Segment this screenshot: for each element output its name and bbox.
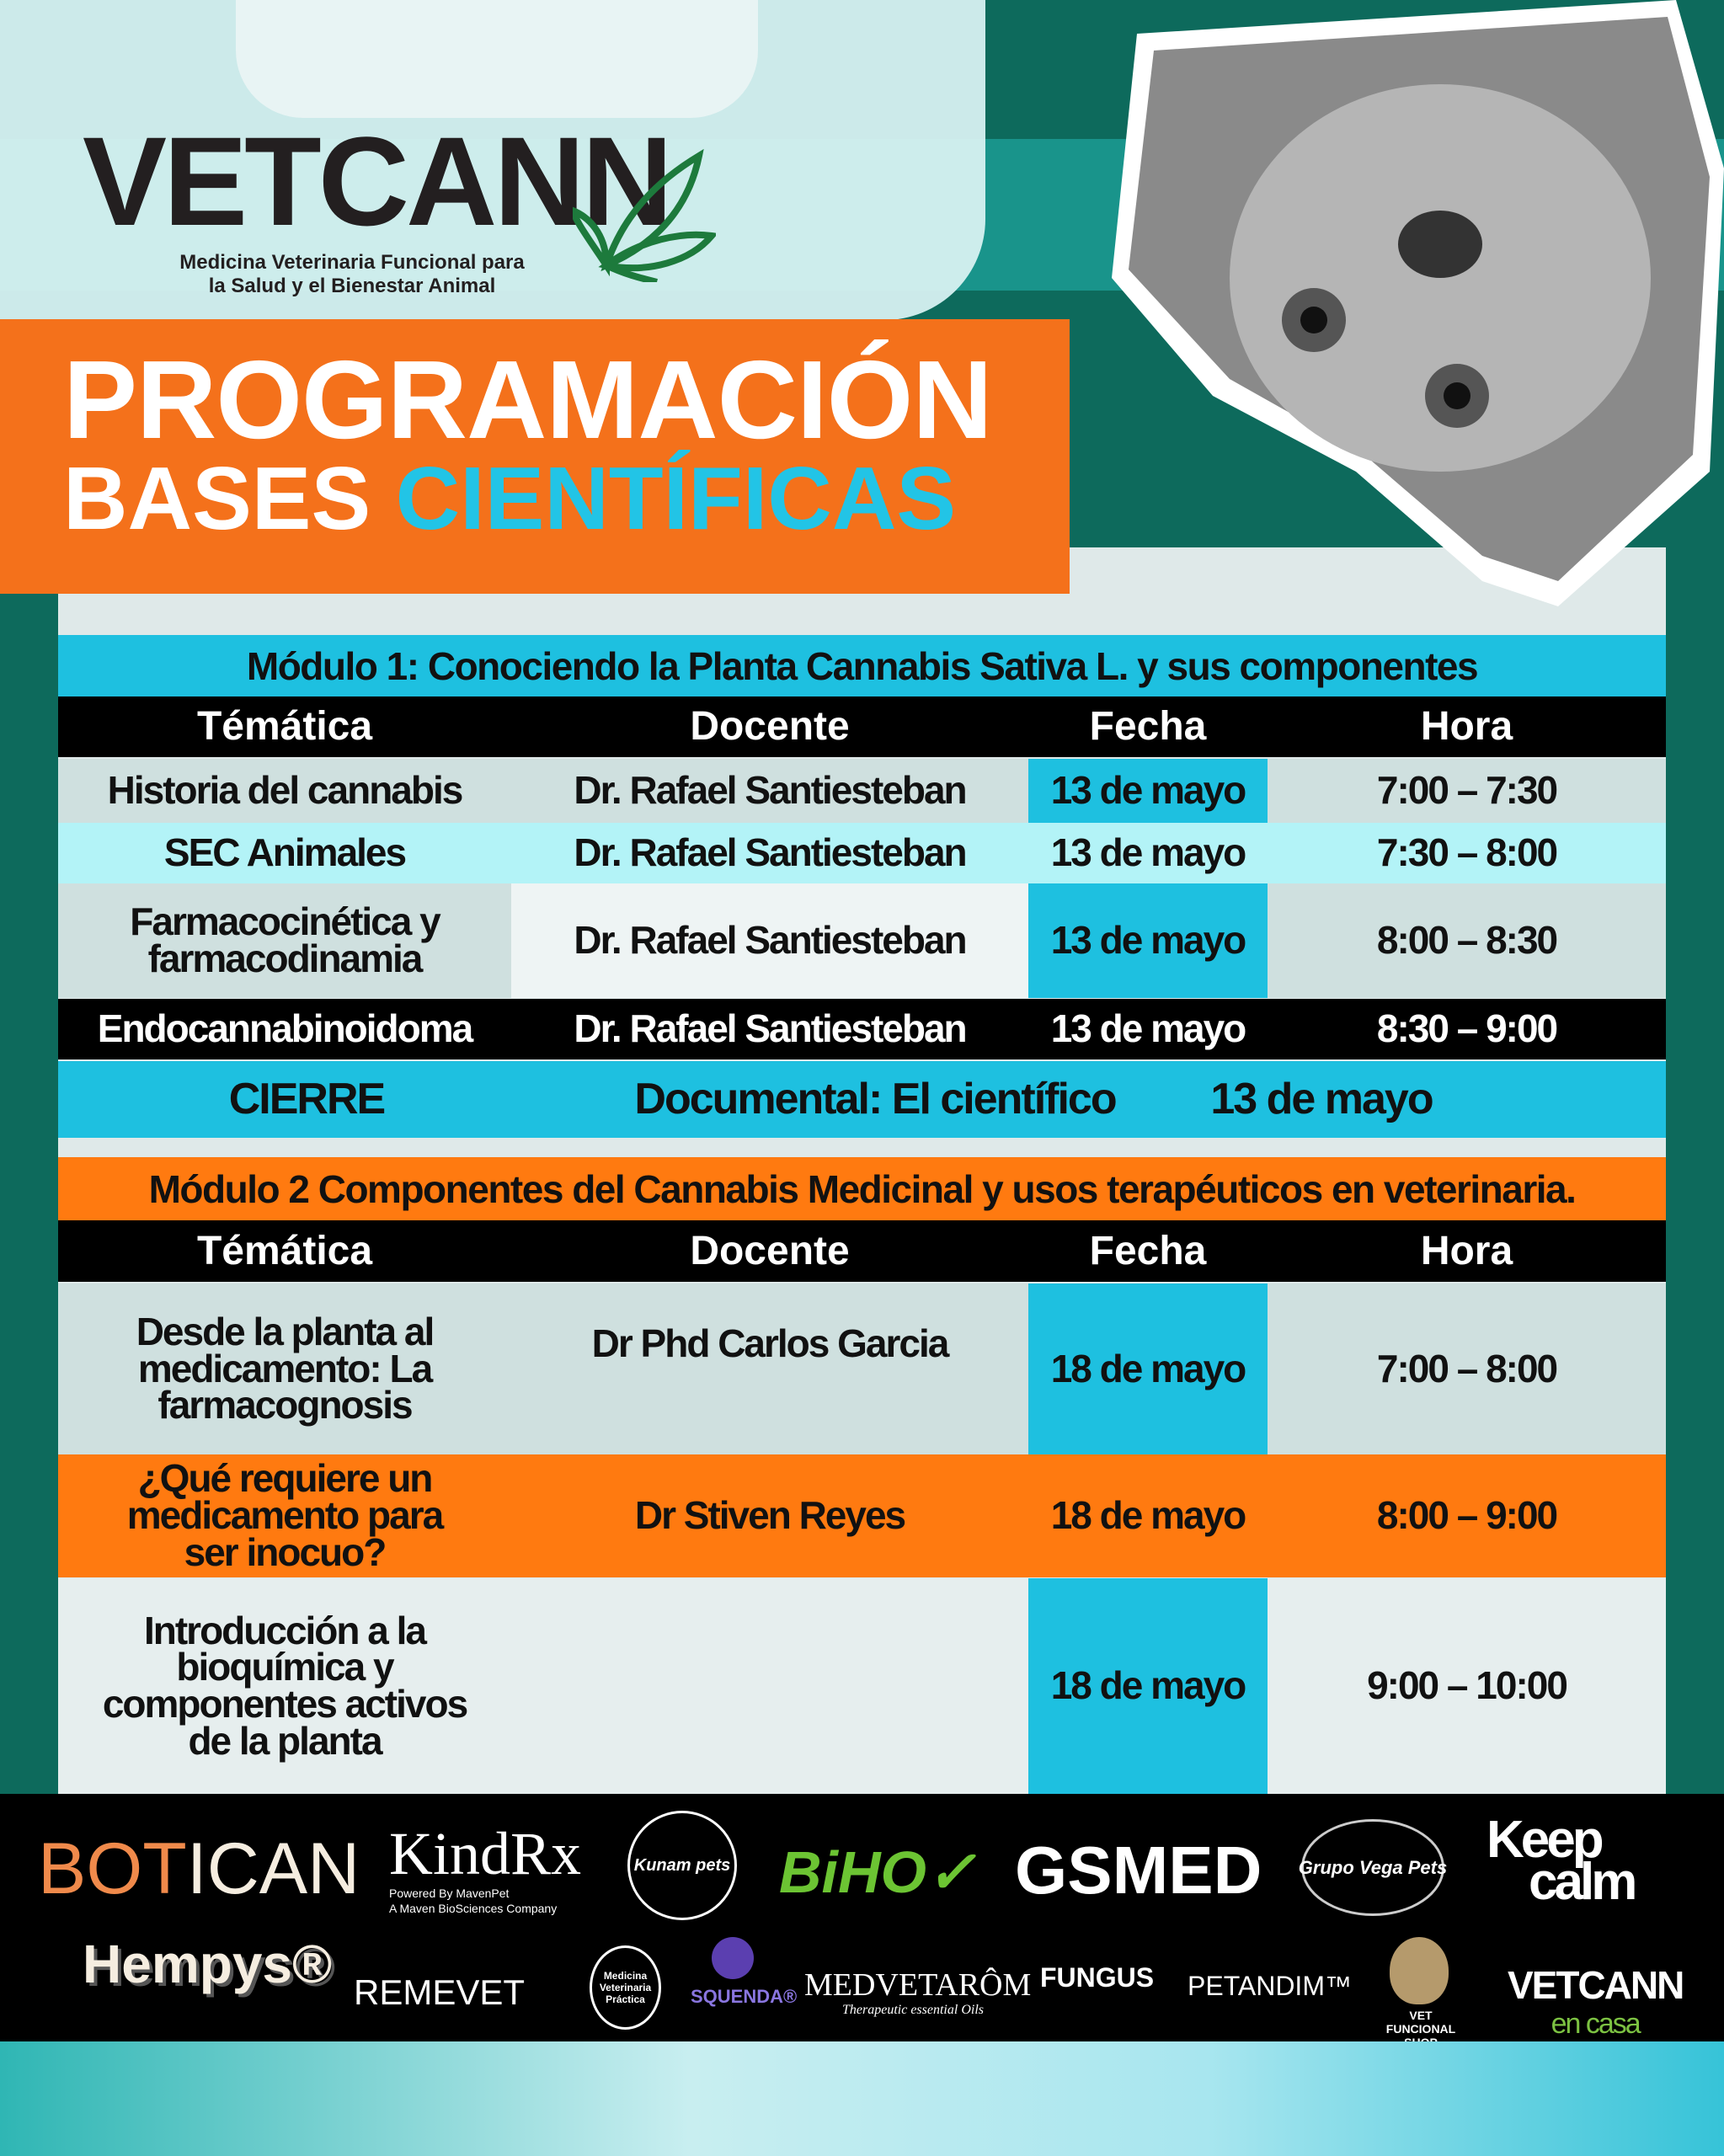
table-cell: Docente [690, 704, 850, 750]
kunam-pets-logo: Kunam pets [627, 1811, 737, 1920]
table-cell: Dr. Rafael Santiesteban [574, 768, 967, 813]
table-cell: Dr. Rafael Santiesteban [574, 830, 967, 875]
cannabis-leaf-icon [573, 148, 716, 282]
table-cell: Introducción a la bioquímica y component… [102, 1608, 468, 1763]
cierre-row: CIERRE Documental: El científico 13 de m… [58, 1061, 1666, 1138]
table-cell: 18 de mayo [1050, 1493, 1247, 1538]
module-1-header: Módulo 1: Conociendo la Planta Cannabis … [58, 635, 1666, 696]
table-cell: Farmacocinética y farmacodinamia [130, 899, 440, 980]
table-cell: Dr Phd Carlos Garcia [591, 1321, 950, 1365]
table-cell: 9:00 – 10:00 [1367, 1663, 1568, 1708]
table-cell: Docente [690, 1228, 850, 1273]
table-row: ¿Qué requiere un medicamento para ser in… [58, 1454, 1666, 1577]
table-cell: Historia del cannabis [107, 768, 464, 813]
botican-logo: BOTICAN [38, 1828, 360, 1909]
table-cell: 13 de mayo [1050, 1006, 1247, 1051]
sponsor-logos: BOTICAN KindRx Powered By MavenPet A Mav… [0, 1794, 1724, 2049]
table-cell: 7:30 – 8:00 [1376, 830, 1558, 875]
table-cell: Témática [196, 704, 373, 750]
table-cell: Dr. Rafael Santiesteban [574, 1006, 967, 1051]
gsmed-logo: GSMED [1015, 1833, 1262, 1908]
table-cell [511, 1578, 1028, 1794]
logo-text: Medicina Veterinaria Funcional para la Sa… [83, 251, 622, 297]
table-row: Desde la planta al medicamento: La farma… [58, 1283, 1666, 1454]
table-cell: Fecha [1089, 704, 1207, 750]
background-shape [236, 0, 758, 118]
vetcann-logo: VETCANN Medicina Veterinaria Funcional p… [83, 110, 673, 297]
vega-pets-logo: Grupo Vega Pets [1299, 1819, 1447, 1916]
kindrx-logo: KindRx [389, 1820, 582, 1887]
table-cell: 7:00 – 8:00 [1376, 1346, 1558, 1390]
squenda-orb-icon [712, 1937, 754, 1979]
keep-calm-logo: Keep calm [1486, 1811, 1637, 1911]
remevet-logo: REMEVET [354, 1972, 526, 2012]
table-cell: CIERRE [228, 1074, 386, 1123]
title-line-2: BASES CIENTÍFICAS [63, 449, 957, 548]
table-cell: 8:00 – 8:30 [1376, 918, 1558, 963]
table-cell: Hora [1420, 704, 1513, 750]
kitten-photo [1112, 0, 1724, 606]
table-cell: Endocannabinoidoma [97, 1006, 473, 1051]
table-row: Historia del cannabis Dr. Rafael Santiest… [58, 759, 1666, 823]
vetcann-en-casa-logo: VETCANN en casa [1508, 1963, 1684, 2040]
table-cell: 8:00 – 9:00 [1376, 1493, 1558, 1538]
module-2-header: Módulo 2 Componentes del Cannabis Medici… [58, 1157, 1666, 1220]
medvetarom-logo: MEDVETARÔM [804, 1967, 1032, 2003]
title-line-1: PROGRAMACIÓN [63, 338, 993, 462]
table-cell: 7:00 – 7:30 [1376, 768, 1558, 813]
table-cell: 13 de mayo [1210, 1074, 1433, 1123]
table-cell: Dr Stiven Reyes [634, 1493, 906, 1538]
table-row: Farmacocinética y farmacodinamia Dr. Rafa… [58, 883, 1666, 998]
vet-funcional-heart-icon [1390, 1937, 1449, 2004]
logo-text: Powered By MavenPet [389, 1886, 510, 1900]
table-cell: 8:30 – 9:00 [1376, 1006, 1558, 1051]
table-header: Témática Docente Fecha Hora [58, 696, 1666, 757]
logo-text: la Salud y el Bienestar Animal [208, 274, 496, 297]
squenda-logo: SQUENDA® [691, 1986, 798, 2007]
table-cell: 18 de mayo [1028, 1283, 1268, 1454]
logo-text: Therapeutic essential Oils [842, 2003, 984, 2017]
table-cell: 13 de mayo [1028, 883, 1268, 998]
hempys-logo: Hempys® [83, 1934, 333, 1994]
table-header: Témática Docente Fecha Hora [58, 1220, 1666, 1282]
table-cell: Documental: El científico [634, 1074, 1117, 1123]
petandim-logo: PETANDIM™ [1188, 1971, 1352, 2001]
table-cell: Fecha [1089, 1228, 1207, 1273]
bottom-strip [0, 2041, 1724, 2156]
fungus-logo: FUNGUS [1040, 1962, 1155, 1993]
medicina-veterinaria-practica-logo: Medicina Veterinaria Práctica [590, 1945, 661, 2030]
table-cell: Dr. Rafael Santiesteban [511, 883, 1028, 998]
bihov-logo: BiHO✓ [779, 1839, 976, 1905]
table-cell: Témática [196, 1228, 373, 1273]
logo-text: VETCANN [83, 110, 673, 252]
table-cell: ¿Qué requiere un medicamento para ser in… [126, 1456, 444, 1574]
table-cell: 13 de mayo [1028, 823, 1268, 883]
table-row: Introducción a la bioquímica y component… [58, 1578, 1666, 1794]
table-cell: 13 de mayo [1028, 759, 1268, 823]
logo-text: A Maven BioSciences Company [389, 1902, 558, 1915]
table-cell: Desde la planta al medicamento: La farma… [136, 1309, 435, 1428]
table-cell: Hora [1420, 1228, 1513, 1273]
table-cell: 18 de mayo [1028, 1578, 1268, 1794]
logo-text: Medicina Veterinaria Funcional para [179, 251, 525, 274]
table-row: Endocannabinoidoma Dr. Rafael Santiesteba… [58, 999, 1666, 1059]
table-cell: SEC Animales [163, 830, 407, 875]
title-banner: PROGRAMACIÓN BASES CIENTÍFICAS [0, 319, 1070, 594]
table-row: SEC Animales Dr. Rafael Santiesteban 13 de… [58, 823, 1666, 883]
